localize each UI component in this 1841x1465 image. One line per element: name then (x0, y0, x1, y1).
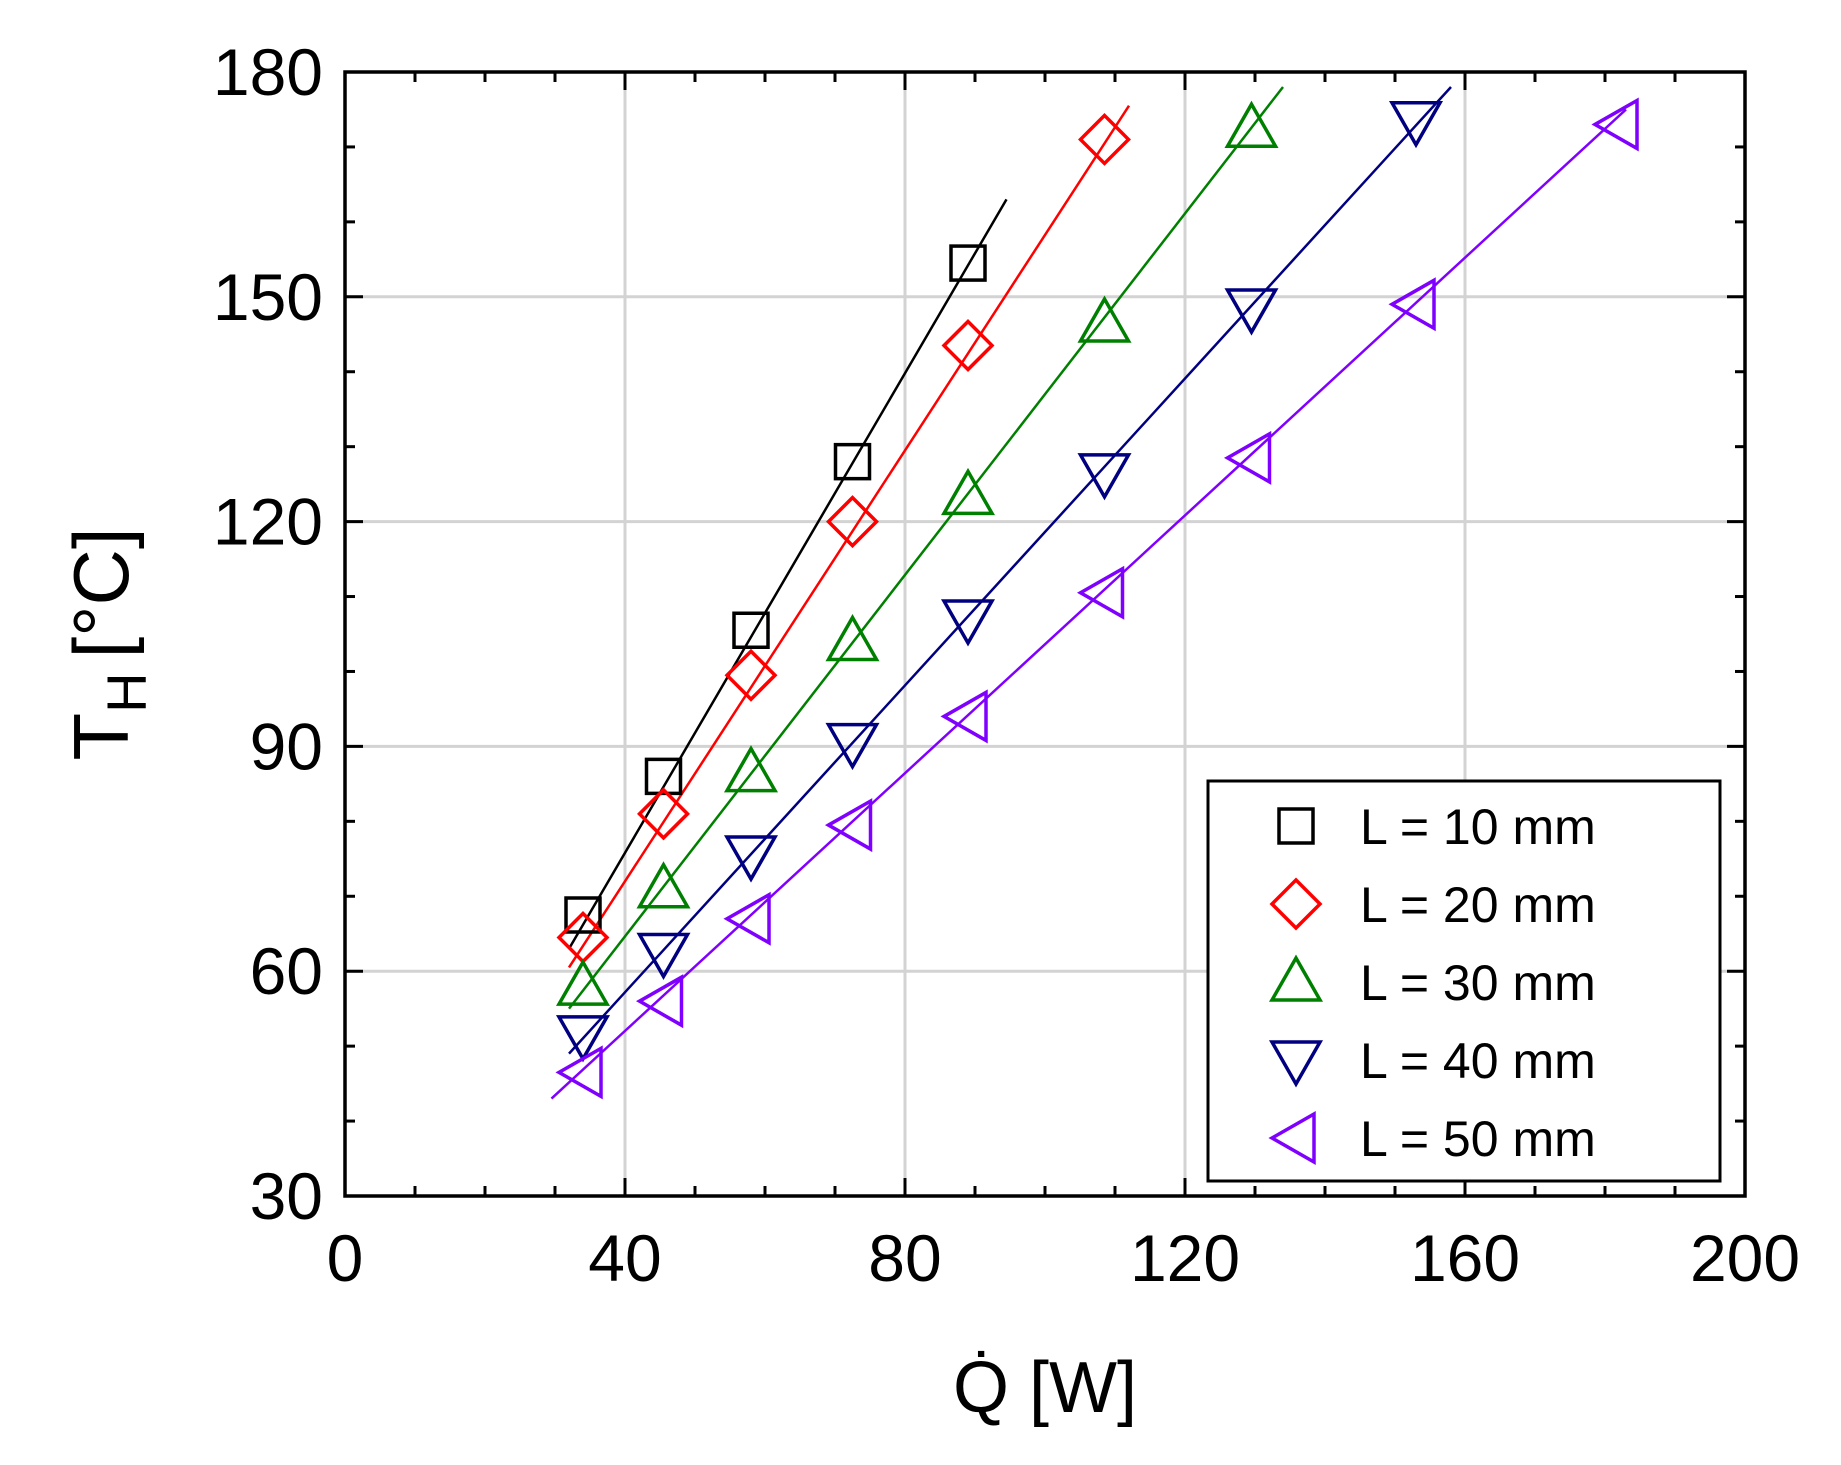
data-point-series-4 (940, 599, 996, 647)
fit-line-series-3 (568, 86, 1284, 1010)
data-point-series-2 (724, 648, 778, 702)
data-point-series-2 (826, 495, 879, 549)
y-tick-label: 90 (250, 709, 323, 783)
y-tick-label: 120 (213, 485, 323, 559)
x-tick-label: 80 (868, 1221, 941, 1295)
legend-label-series-1: L = 10 mm (1360, 799, 1596, 855)
x-tick-label: 120 (1130, 1221, 1240, 1295)
data-point-series-5 (723, 891, 771, 946)
legend-marker-series-3 (1268, 954, 1324, 1002)
legend-marker-series-1 (1277, 807, 1315, 845)
data-point-series-5 (555, 1045, 603, 1100)
data-point-series-1 (949, 244, 987, 282)
legend-label-series-4: L = 40 mm (1360, 1033, 1596, 1089)
y-axis-title: TH [°C] (57, 528, 158, 761)
legend-label-series-5: L = 50 mm (1360, 1111, 1596, 1167)
fit-line-series-1 (567, 198, 1008, 950)
legend-label-series-3: L = 30 mm (1360, 955, 1596, 1011)
data-markers (555, 97, 1639, 1100)
y-tick-label: 150 (213, 260, 323, 334)
data-point-series-1 (644, 757, 683, 796)
data-point-series-1 (732, 611, 770, 650)
data-point-series-5 (824, 798, 873, 853)
data-point-series-5 (635, 974, 684, 1029)
data-point-series-1 (564, 896, 602, 934)
data-point-series-3 (555, 958, 611, 1006)
y-axis-title-unit: [°C] (57, 528, 145, 659)
data-point-series-4 (1224, 288, 1279, 336)
data-point-series-2 (637, 787, 690, 841)
data-point-series-4 (1077, 453, 1132, 501)
fit-line-series-4 (568, 86, 1452, 1055)
data-point-series-4 (1388, 100, 1444, 149)
x-tick-label: 0 (327, 1221, 364, 1295)
legend-label-series-2: L = 20 mm (1360, 877, 1596, 933)
data-point-series-3 (940, 467, 996, 516)
tick-labels: 0 40 80 120 160 200 30 60 90 120 150 180 (213, 35, 1800, 1295)
data-point-series-3 (1224, 100, 1279, 148)
data-point-series-2 (1078, 112, 1131, 166)
data-point-series-2 (941, 319, 995, 372)
data-point-series-3 (636, 861, 691, 909)
fit-lines (550, 86, 1627, 1100)
y-tick-label: 180 (213, 35, 323, 109)
data-point-series-5 (1388, 277, 1436, 332)
legend-marker-series-4 (1268, 1040, 1324, 1088)
data-point-series-5 (1076, 565, 1125, 620)
legend-marker-series-5 (1268, 1110, 1316, 1166)
data-point-series-4 (723, 835, 779, 883)
data-point-series-3 (825, 613, 880, 662)
data-point-series-1 (833, 442, 872, 481)
data-point-series-5 (1223, 430, 1272, 485)
legend-marker-series-2 (1269, 877, 1323, 931)
x-tick-label: 160 (1410, 1221, 1520, 1295)
x-axis-title: Q̇ [W] (953, 1348, 1137, 1428)
legend-box (1206, 779, 1722, 1183)
y-tick-label: 30 (250, 1159, 323, 1233)
x-tick-label: 200 (1690, 1221, 1800, 1295)
fit-line-series-5 (550, 108, 1627, 1100)
data-point-series-5 (1591, 97, 1639, 152)
data-point-series-5 (940, 689, 988, 744)
axis-ticks (343, 70, 1747, 1198)
y-axis-title-main: T (57, 713, 145, 761)
y-tick-label: 60 (250, 934, 323, 1008)
legend: L = 10 mm L = 20 mm L = 30 mm L = 40 mm L = … (1206, 779, 1722, 1183)
fit-line-series-2 (567, 105, 1131, 969)
data-point-series-4 (825, 722, 880, 771)
y-axis-title-subscript: H (95, 672, 158, 712)
x-tick-label: 40 (588, 1221, 661, 1295)
data-point-series-3 (723, 745, 779, 793)
data-point-series-3 (1077, 295, 1132, 343)
svg-text:TH[°C]: TH [°C] (57, 528, 158, 761)
data-point-series-4 (555, 1015, 611, 1063)
data-point-series-4 (636, 932, 691, 980)
